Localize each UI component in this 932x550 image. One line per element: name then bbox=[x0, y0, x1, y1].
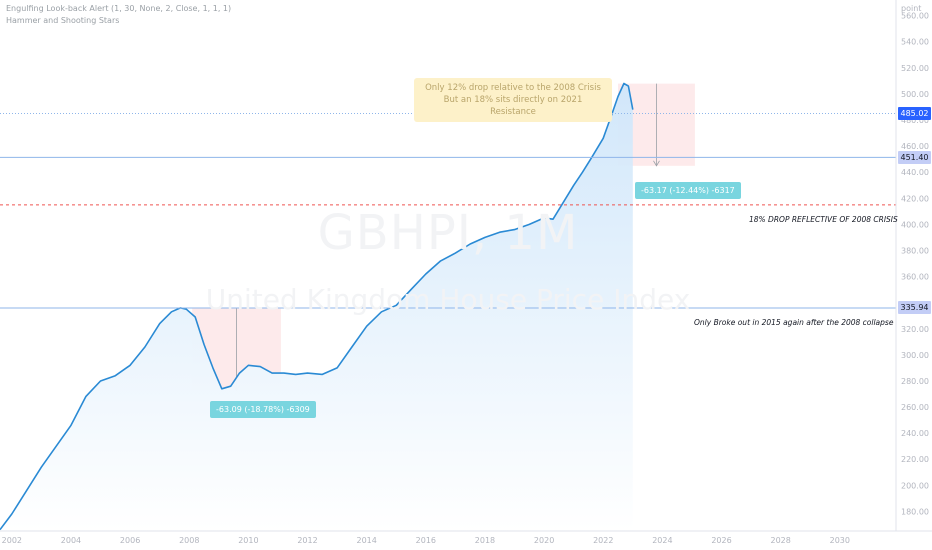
callout-note: Only 12% drop relative to the 2008 Crisi… bbox=[414, 78, 612, 122]
x-tick-label: 2016 bbox=[416, 536, 436, 545]
y-tick-label: 280.00 bbox=[901, 377, 929, 386]
x-tick-label: 2026 bbox=[711, 536, 731, 545]
x-tick-label: 2020 bbox=[534, 536, 554, 545]
x-tick-label: 2024 bbox=[652, 536, 672, 545]
price-line bbox=[0, 82, 634, 531]
y-tick-label: 200.00 bbox=[901, 481, 929, 490]
y-tick-label: 500.00 bbox=[901, 90, 929, 99]
breakout-price-label: 335.94 bbox=[898, 301, 931, 315]
x-tick-label: 2014 bbox=[357, 536, 377, 545]
current-price-label: 485.02 bbox=[898, 106, 931, 120]
x-tick-label: 2002 bbox=[2, 536, 22, 545]
x-tick-label: 2012 bbox=[297, 536, 317, 545]
price-area-fill bbox=[0, 83, 633, 531]
breakout-annotation: Only Broke out in 2015 again after the 2… bbox=[694, 318, 894, 327]
y-tick-label: 400.00 bbox=[901, 220, 929, 229]
y-tick-label: 560.00 bbox=[901, 12, 929, 21]
y-tick-label: 180.00 bbox=[901, 507, 929, 516]
y-tick-label: 440.00 bbox=[901, 168, 929, 177]
y-tick-label: 420.00 bbox=[901, 194, 929, 203]
drop-arrowhead-2 bbox=[653, 160, 660, 167]
y-tick-label: 540.00 bbox=[901, 38, 929, 47]
crisis-drop-annotation: 18% DROP REFLECTIVE OF 2008 CRISIS bbox=[749, 215, 898, 224]
y-tick-label: 360.00 bbox=[901, 273, 929, 282]
x-tick-label: 2018 bbox=[475, 536, 495, 545]
measure-label-2023: -63.17 (-12.44%) -6317 bbox=[635, 182, 741, 199]
measure-label-2008: -63.09 (-18.78%) -6309 bbox=[210, 401, 316, 418]
y-tick-label: 320.00 bbox=[901, 325, 929, 334]
y-tick-label: 260.00 bbox=[901, 403, 929, 412]
price-axis-unit: point bbox=[901, 4, 921, 13]
y-tick-label: 240.00 bbox=[901, 429, 929, 438]
x-tick-label: 2022 bbox=[593, 536, 613, 545]
x-tick-label: 2028 bbox=[770, 536, 790, 545]
y-tick-label: 460.00 bbox=[901, 142, 929, 151]
y-tick-label: 300.00 bbox=[901, 351, 929, 360]
x-tick-label: 2008 bbox=[179, 536, 199, 545]
y-tick-label: 480.00 bbox=[901, 116, 929, 125]
y-tick-label: 520.00 bbox=[901, 64, 929, 73]
callout-line-2: But an 18% sits directly on 2021 Resista… bbox=[443, 95, 583, 117]
x-tick-label: 2010 bbox=[238, 536, 258, 545]
indicator-engulfing[interactable]: Engulfing Look-back Alert (1, 30, None, … bbox=[6, 4, 232, 13]
x-tick-label: 2006 bbox=[120, 536, 140, 545]
y-tick-label: 220.00 bbox=[901, 455, 929, 464]
indicator-hammer[interactable]: Hammer and Shooting Stars bbox=[6, 16, 120, 25]
y-tick-label: 380.00 bbox=[901, 246, 929, 255]
support-price-label: 451.40 bbox=[898, 150, 931, 164]
x-tick-label: 2004 bbox=[61, 536, 81, 545]
callout-line-1: Only 12% drop relative to the 2008 Crisi… bbox=[425, 83, 601, 93]
x-tick-label: 2030 bbox=[830, 536, 850, 545]
